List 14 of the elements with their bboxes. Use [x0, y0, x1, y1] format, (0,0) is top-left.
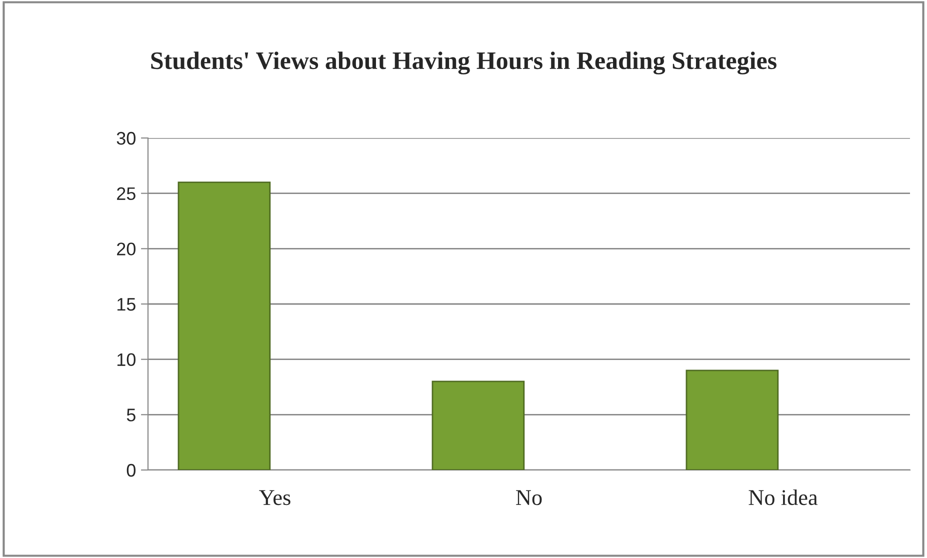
chart-title: Students' Views about Having Hours in Reading Strategies — [151, 52, 776, 74]
x-tick-label: No idea — [748, 489, 818, 506]
x-tick-label: Yes — [259, 490, 290, 506]
bar — [432, 380, 525, 470]
y-tick-label: 0 — [126, 464, 136, 477]
y-tick-label: 5 — [126, 408, 136, 422]
x-tick-label: No — [516, 490, 542, 506]
y-tick-label: 30 — [116, 132, 136, 145]
y-tick-label: 25 — [117, 187, 136, 200]
bar — [686, 370, 779, 470]
y-tick-label: 10 — [117, 353, 136, 366]
y-tick-label: 15 — [117, 298, 136, 311]
bar — [178, 182, 271, 470]
y-tick-label: 20 — [117, 242, 136, 256]
